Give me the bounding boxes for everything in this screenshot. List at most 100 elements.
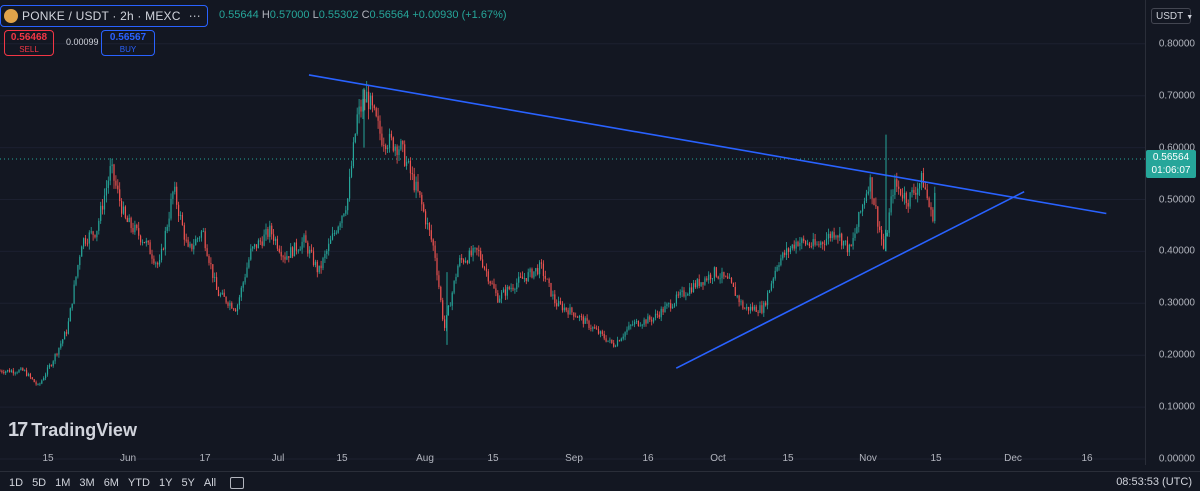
candle-body (223, 292, 225, 297)
candle-body (540, 262, 543, 264)
candle-body (774, 270, 776, 279)
symbol-title: PONKE / USDT · 2h · MEXC (22, 9, 181, 23)
candle-body (577, 316, 579, 318)
candle-body (168, 218, 170, 227)
candle-body (56, 354, 58, 355)
candle-body (217, 289, 220, 296)
candle-body (428, 223, 430, 231)
candle-body (552, 294, 554, 297)
candle-body (417, 181, 419, 192)
candle-body (267, 228, 269, 237)
candle-body (100, 205, 102, 221)
candle-body (132, 228, 134, 233)
candle-body (109, 166, 111, 181)
chart-plot-area[interactable] (0, 0, 1145, 465)
candle-body (440, 286, 442, 301)
candle-body (812, 239, 814, 247)
currency-selector[interactable]: USDT ▼ (1151, 8, 1193, 24)
candle-body (423, 204, 425, 212)
range-selector[interactable]: 1D 5D 1M 3M 6M YTD 1Y 5Y All (0, 475, 245, 491)
candle-body (39, 383, 41, 385)
candle-body (140, 235, 142, 243)
candle-body (37, 383, 39, 385)
candle-body (398, 149, 400, 155)
candle-body (26, 370, 28, 376)
candle-body (244, 277, 246, 283)
buy-button[interactable]: 0.56567 BUY (101, 30, 155, 56)
clock[interactable]: 08:53:53 (UTC) (1116, 476, 1192, 488)
range-all[interactable]: All (203, 477, 217, 489)
candle-body (905, 192, 907, 203)
candle-body (86, 243, 88, 245)
candle-body (920, 173, 923, 184)
candle-body (7, 369, 9, 372)
candle-body (856, 226, 858, 234)
candle-body (727, 276, 729, 279)
range-1d[interactable]: 1D (9, 477, 24, 489)
time-axis[interactable]: 15 Jun 17 Jul 15 Aug 15 Sep 16 Oct 15 Nov 15 Dec 16 (0, 453, 1145, 491)
range-6m[interactable]: 6M (103, 477, 119, 489)
symbol-info[interactable]: PONKE / USDT · 2h · MEXC ⋯ (0, 5, 208, 27)
candle-body (121, 201, 123, 214)
candle-body (134, 224, 136, 233)
candle-body (767, 292, 769, 306)
range-3m[interactable]: 3M (79, 477, 95, 489)
price-axis[interactable]: 0.80000 0.70000 0.60000 0.50000 0.40000 0.300… (1145, 0, 1200, 465)
candle-body (413, 174, 415, 191)
range-5y[interactable]: 5Y (181, 477, 195, 489)
candle-body (307, 242, 309, 254)
candle-body (472, 248, 474, 256)
candle-body (501, 292, 503, 299)
candle-body (183, 225, 185, 240)
candle-body (578, 315, 581, 318)
candle-body (293, 242, 296, 257)
candle-body (8, 369, 11, 373)
candle-body (900, 188, 902, 196)
candle-body (71, 303, 73, 309)
calendar-icon[interactable] (230, 477, 245, 489)
range-1m[interactable]: 1M (55, 477, 71, 489)
tradingview-logo[interactable]: 17 TradingView (8, 419, 137, 442)
candle-body (687, 294, 689, 296)
range-ytd[interactable]: YTD (127, 477, 150, 489)
more-menu-icon[interactable]: ⋯ (188, 9, 201, 23)
range-1y[interactable]: 1Y (158, 477, 173, 489)
candle-body (179, 215, 182, 217)
candle-body (236, 305, 239, 312)
low-value: 0.55302 (318, 9, 359, 21)
candle-body (854, 233, 856, 239)
candle-body (402, 140, 404, 145)
candle-body (721, 271, 723, 279)
grid-lines (0, 43, 1145, 460)
candle-body (742, 301, 744, 309)
range-5d[interactable]: 5D (32, 477, 47, 489)
price-tick-label: 0.20000 (1158, 349, 1195, 361)
resistance-trendline[interactable] (308, 74, 1107, 215)
candle-body (632, 324, 634, 326)
candle-body (255, 244, 258, 249)
candle-body (35, 382, 37, 385)
candle-body (495, 288, 497, 294)
candle-body (436, 257, 438, 276)
low-key: L (312, 9, 319, 21)
candle-body (928, 198, 930, 207)
candle-body (119, 189, 121, 202)
trendline-group[interactable] (308, 74, 1107, 369)
candle-body (14, 372, 16, 374)
candle-body (901, 195, 904, 199)
candle-body (235, 309, 237, 312)
candle-body (571, 307, 573, 313)
candle-body (504, 289, 506, 296)
candle-body (22, 368, 24, 371)
candle-body (508, 286, 510, 290)
sell-button[interactable]: 0.56468 SELL (4, 30, 54, 56)
candle-body (892, 194, 894, 197)
price-tick-label: 0.60000 (1158, 142, 1195, 154)
candle-body (197, 238, 199, 240)
candle-body (795, 241, 797, 249)
candle-body (50, 365, 52, 366)
support-trendline[interactable] (675, 191, 1025, 369)
candle-body (449, 305, 451, 307)
candle-body (594, 327, 596, 329)
candle-body (630, 324, 632, 326)
